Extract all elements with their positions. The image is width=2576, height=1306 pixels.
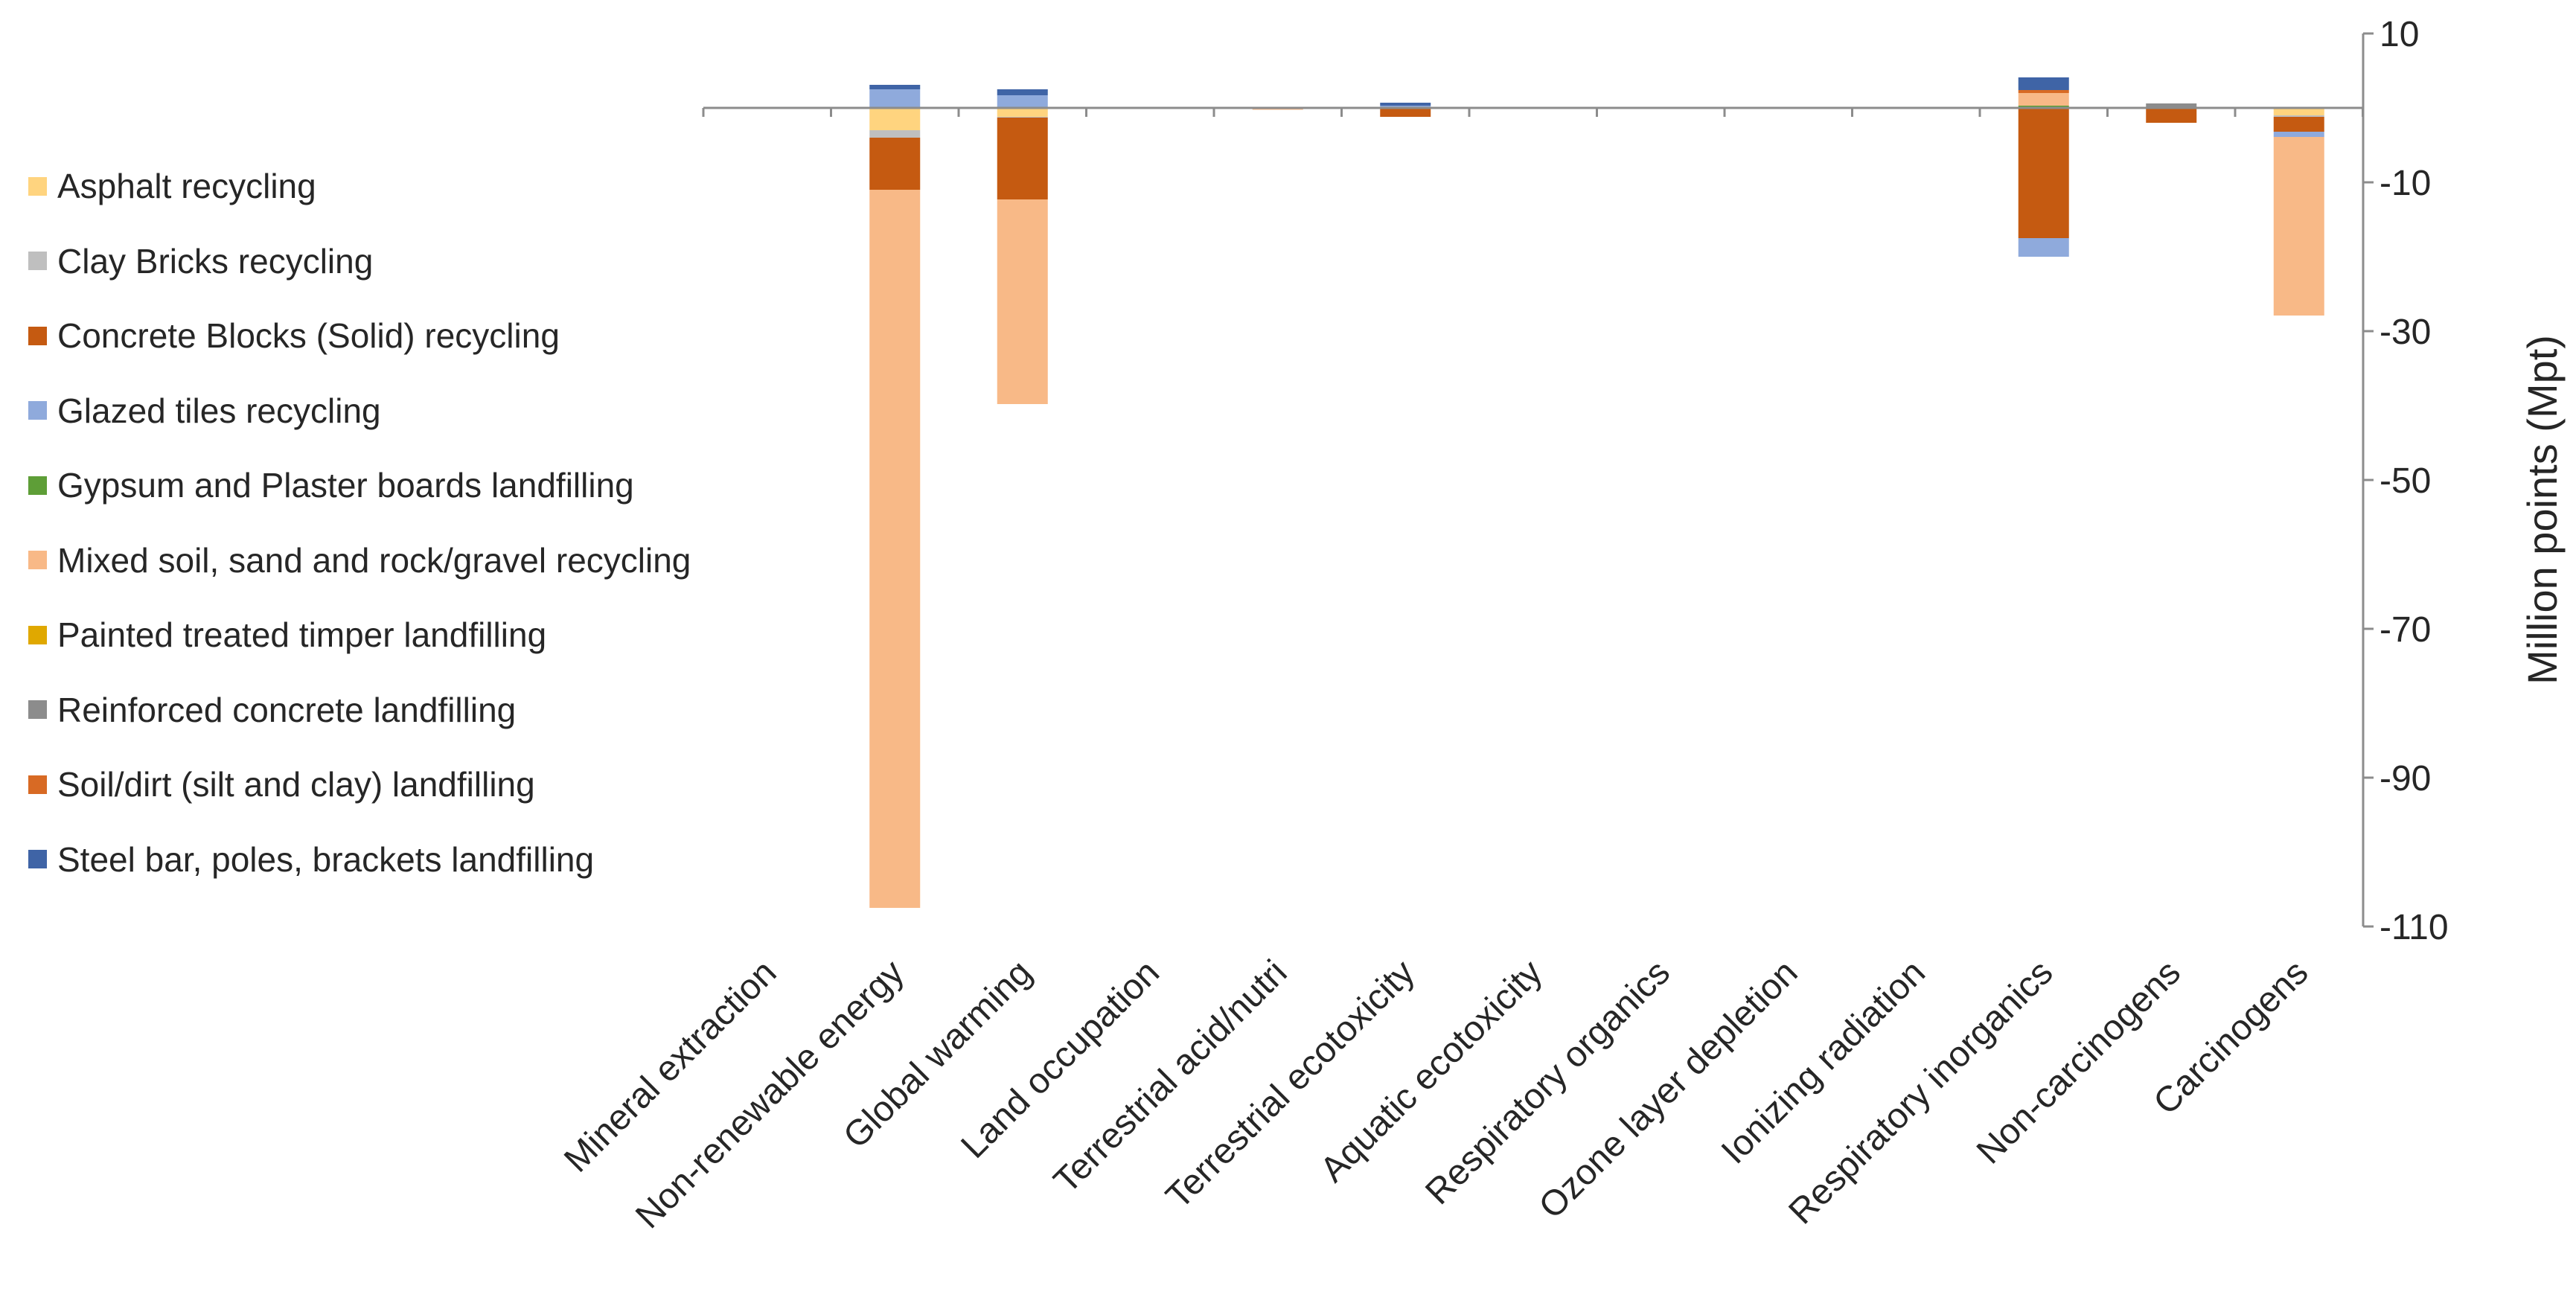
- legend-swatch: [28, 551, 47, 569]
- legend-label: Soil/dirt (silt and clay) landfilling: [57, 765, 535, 804]
- bar-1-cat-2: [869, 108, 921, 130]
- legend-swatch: [28, 775, 47, 794]
- bar-8-cat-12: [2146, 103, 2197, 108]
- legend-swatch: [28, 476, 47, 495]
- x-tick-label: Respiratory inorganics: [1781, 953, 2060, 1232]
- y-tick-label: -90: [2380, 759, 2431, 798]
- legend-swatch: [28, 252, 47, 270]
- bar-3-cat-11: [2018, 108, 2069, 238]
- y-axis: 10 -10 -30 -50 -70 -90 -110: [2362, 15, 2449, 947]
- bar-10-cat-6: [1380, 103, 1431, 106]
- legend-label: Clay Bricks recycling: [57, 241, 374, 281]
- legend-label: Painted treated timper landfilling: [57, 615, 547, 654]
- legend-item: Glazed tiles recycling: [28, 388, 381, 433]
- legend-swatch: [28, 850, 47, 868]
- bar-4-cat-11: [2018, 238, 2069, 257]
- legend-item: Clay Bricks recycling: [28, 239, 373, 284]
- bar-2-cat-2: [869, 130, 921, 138]
- x-tick-label: Mineral extraction: [557, 953, 784, 1179]
- legend-item: Reinforced concrete landfilling: [28, 688, 516, 732]
- bar-10-cat-11: [2018, 77, 2069, 90]
- bar-10-cat-3: [997, 89, 1048, 95]
- bar-4-cat-13: [2273, 132, 2324, 137]
- x-tick-label: Aquatic ecotoxicity: [1313, 953, 1550, 1190]
- bar-6-cat-5: [1252, 109, 1303, 110]
- x-tick-label: Respiratory organics: [1418, 953, 1678, 1212]
- legend-label: Steel bar, poles, brackets landfilling: [57, 839, 595, 879]
- legend-item: Soil/dirt (silt and clay) landfilling: [28, 762, 535, 807]
- bar-2-cat-13: [2273, 115, 2324, 117]
- bar-4-cat-2: [869, 89, 921, 108]
- y-tick-label: -10: [2380, 164, 2431, 203]
- legend-label: Concrete Blocks (Solid) recycling: [57, 316, 560, 355]
- legend-item: Mixed soil, sand and rock/gravel recycli…: [28, 538, 691, 583]
- legend-item: Concrete Blocks (Solid) recycling: [28, 313, 560, 358]
- bar-3-cat-12: [2146, 108, 2197, 123]
- bar-6-cat-3: [997, 199, 1048, 404]
- bar-4-cat-3: [997, 95, 1048, 108]
- legend-label: Asphalt recycling: [57, 167, 316, 205]
- y-axis-title: Million points (Mpt): [2519, 335, 2566, 685]
- legend-item: Painted treated timper landfilling: [28, 612, 546, 657]
- bars-group: [869, 77, 2324, 908]
- legend-item: Steel bar, poles, brackets landfilling: [28, 837, 594, 882]
- legend-label: Glazed tiles recycling: [57, 391, 381, 430]
- y-tick-label: -50: [2380, 461, 2431, 501]
- legend-label: Reinforced concrete landfilling: [57, 690, 517, 729]
- bar-6-cat-11: [2018, 93, 2069, 106]
- legend-item: Asphalt recycling: [28, 164, 316, 208]
- bar-1-cat-13: [2273, 108, 2324, 115]
- legend-swatch: [28, 176, 47, 196]
- x-tick-label: Ozone layer depletion: [1532, 953, 1806, 1226]
- bar-10-cat-2: [869, 85, 921, 89]
- legend-label: Gypsum and Plaster boards landfilling: [57, 466, 634, 505]
- legend-swatch: [28, 401, 47, 420]
- legend-swatch: [28, 326, 47, 345]
- y-tick-label: -70: [2380, 610, 2431, 650]
- bar-3-cat-13: [2273, 117, 2324, 132]
- bar-6-cat-2: [869, 190, 921, 908]
- bar-2-cat-3: [997, 117, 1048, 118]
- x-tick-label: Terrestrial acid/nutri: [1046, 953, 1295, 1201]
- bar-3-cat-6: [1380, 108, 1431, 117]
- legend-item: Gypsum and Plaster boards landfilling: [28, 463, 634, 508]
- bar-6-cat-13: [2273, 137, 2324, 316]
- bar-3-cat-2: [869, 138, 921, 190]
- bar-3-cat-3: [997, 118, 1048, 199]
- bar-9-cat-11: [2018, 90, 2069, 93]
- y-tick-label: -30: [2380, 313, 2431, 352]
- x-tick-label: Terrestrial ecotoxicity: [1159, 953, 1422, 1216]
- y-tick-label: 10: [2380, 15, 2419, 54]
- legend-swatch: [28, 625, 47, 644]
- legend-label: Mixed soil, sand and rock/gravel recycli…: [57, 540, 691, 580]
- bar-1-cat-3: [997, 108, 1048, 117]
- legend-swatch: [28, 700, 47, 719]
- y-tick-label: -110: [2380, 908, 2449, 947]
